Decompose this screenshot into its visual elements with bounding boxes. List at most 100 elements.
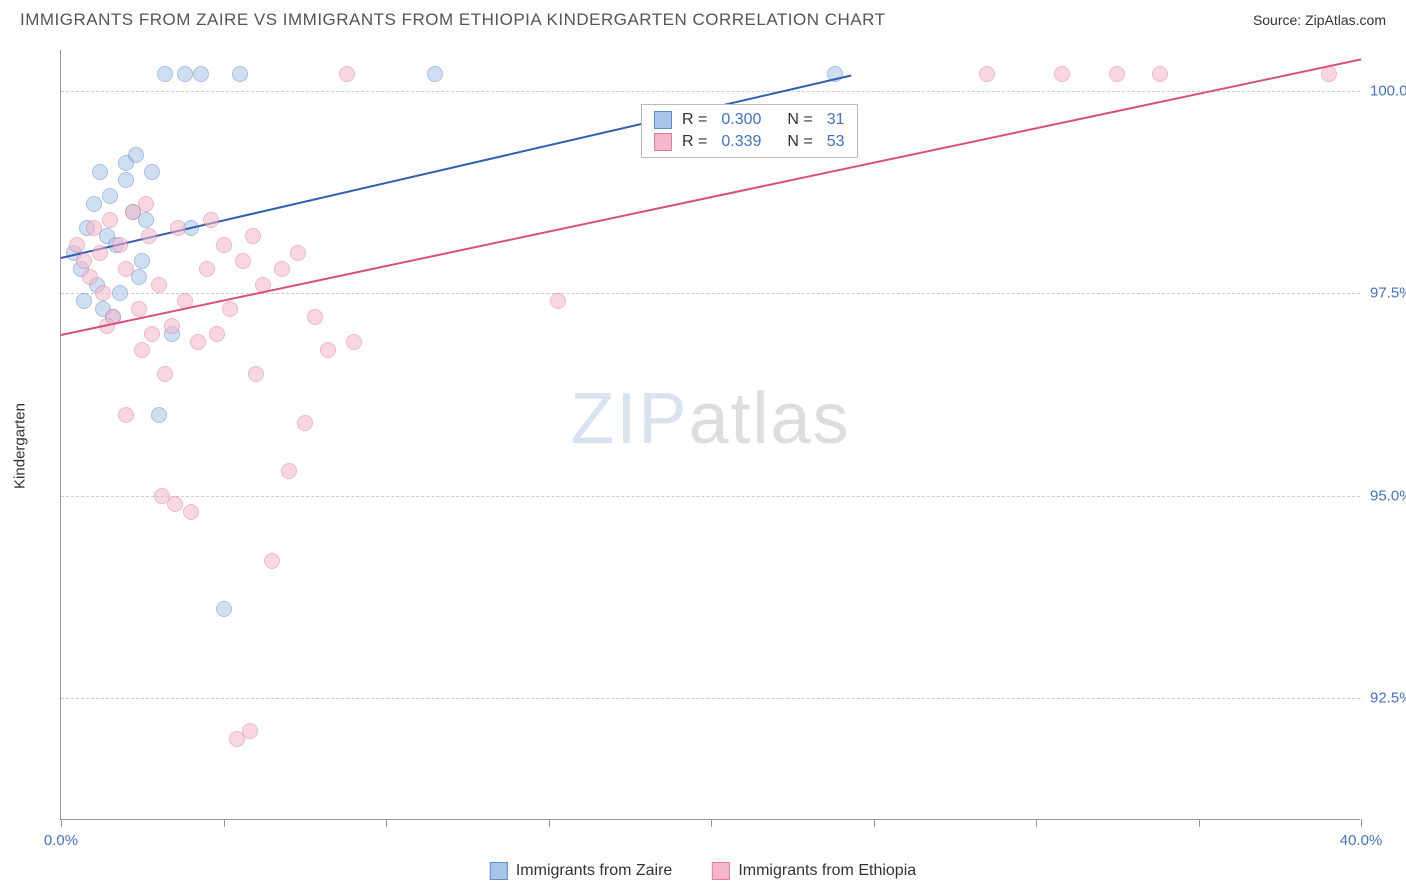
x-tick — [1361, 819, 1362, 827]
scatter-point — [76, 253, 92, 269]
x-tick-label: 0.0% — [44, 832, 78, 849]
scatter-point — [979, 66, 995, 82]
scatter-point — [209, 326, 225, 342]
scatter-point — [92, 245, 108, 261]
y-tick-label: 95.0% — [1370, 487, 1406, 504]
x-tick — [386, 819, 387, 827]
scatter-point — [76, 293, 92, 309]
series-legend-zaire: Immigrants from Zaire — [490, 862, 672, 880]
scatter-point — [128, 147, 144, 163]
scatter-point — [141, 228, 157, 244]
scatter-point — [164, 318, 180, 334]
scatter-point — [118, 261, 134, 277]
scatter-point — [95, 285, 111, 301]
scatter-point — [118, 407, 134, 423]
gridline-h — [61, 698, 1360, 699]
scatter-point — [320, 342, 336, 358]
watermark-zip: ZIP — [570, 379, 688, 459]
series-legend: Immigrants from Zaire Immigrants from Et… — [490, 862, 916, 880]
scatter-point — [151, 277, 167, 293]
scatter-point — [550, 293, 566, 309]
legend-r-label: R = — [682, 111, 707, 129]
source-attribution: Source: ZipAtlas.com — [1253, 12, 1386, 28]
correlation-legend: R = 0.300 N = 31 R = 0.339 N = 53 — [641, 104, 858, 158]
x-tick — [1036, 819, 1037, 827]
series-swatch-ethiopia — [712, 862, 730, 880]
y-tick-label: 100.0% — [1370, 82, 1406, 99]
scatter-point — [118, 172, 134, 188]
y-axis-label: Kindergarten — [12, 403, 29, 489]
scatter-point — [1152, 66, 1168, 82]
scatter-point — [427, 66, 443, 82]
x-tick — [711, 819, 712, 827]
scatter-point — [112, 285, 128, 301]
scatter-point — [264, 553, 280, 569]
scatter-point — [281, 463, 297, 479]
scatter-point — [245, 228, 261, 244]
scatter-point — [199, 261, 215, 277]
watermark: ZIPatlas — [570, 378, 850, 460]
legend-swatch-ethiopia — [654, 133, 672, 151]
scatter-point — [290, 245, 306, 261]
x-tick — [1199, 819, 1200, 827]
legend-r-label: R = — [682, 133, 707, 151]
chart-title: IMMIGRANTS FROM ZAIRE VS IMMIGRANTS FROM… — [20, 10, 886, 30]
scatter-point — [1321, 66, 1337, 82]
scatter-point — [170, 220, 186, 236]
scatter-point — [144, 164, 160, 180]
scatter-point — [297, 415, 313, 431]
legend-r-value-ethiopia: 0.339 — [721, 133, 761, 151]
scatter-point — [346, 334, 362, 350]
scatter-point — [274, 261, 290, 277]
scatter-point — [134, 342, 150, 358]
x-tick — [874, 819, 875, 827]
chart-header: IMMIGRANTS FROM ZAIRE VS IMMIGRANTS FROM… — [0, 0, 1406, 35]
scatter-point — [1054, 66, 1070, 82]
scatter-point — [131, 301, 147, 317]
scatter-point — [190, 334, 206, 350]
gridline-h — [61, 91, 1360, 92]
scatter-point — [193, 66, 209, 82]
scatter-point — [183, 504, 199, 520]
scatter-plot-area: ZIPatlas R = 0.300 N = 31 R = 0.339 N = … — [60, 50, 1360, 820]
scatter-point — [157, 366, 173, 382]
scatter-point — [102, 212, 118, 228]
series-legend-ethiopia: Immigrants from Ethiopia — [712, 862, 916, 880]
scatter-point — [1109, 66, 1125, 82]
legend-r-value-zaire: 0.300 — [721, 111, 761, 129]
y-tick-label: 97.5% — [1370, 285, 1406, 302]
legend-row-ethiopia: R = 0.339 N = 53 — [654, 131, 845, 153]
scatter-point — [216, 237, 232, 253]
scatter-point — [86, 220, 102, 236]
gridline-h — [61, 496, 1360, 497]
scatter-point — [177, 66, 193, 82]
scatter-point — [92, 164, 108, 180]
legend-row-zaire: R = 0.300 N = 31 — [654, 109, 845, 131]
scatter-point — [242, 723, 258, 739]
series-swatch-zaire — [490, 862, 508, 880]
scatter-point — [82, 269, 98, 285]
x-tick — [224, 819, 225, 827]
scatter-point — [134, 253, 150, 269]
watermark-atlas: atlas — [688, 379, 850, 459]
scatter-point — [307, 309, 323, 325]
scatter-point — [216, 601, 232, 617]
scatter-point — [151, 407, 167, 423]
series-name-ethiopia: Immigrants from Ethiopia — [738, 862, 916, 880]
y-tick-label: 92.5% — [1370, 690, 1406, 707]
scatter-point — [144, 326, 160, 342]
scatter-point — [138, 196, 154, 212]
x-tick — [549, 819, 550, 827]
legend-swatch-zaire — [654, 111, 672, 129]
scatter-point — [102, 188, 118, 204]
scatter-point — [69, 237, 85, 253]
scatter-point — [86, 196, 102, 212]
scatter-point — [222, 301, 238, 317]
scatter-point — [112, 237, 128, 253]
scatter-point — [232, 66, 248, 82]
scatter-point — [203, 212, 219, 228]
scatter-point — [248, 366, 264, 382]
legend-n-value-zaire: 31 — [827, 111, 845, 129]
x-tick — [61, 819, 62, 827]
legend-n-value-ethiopia: 53 — [827, 133, 845, 151]
